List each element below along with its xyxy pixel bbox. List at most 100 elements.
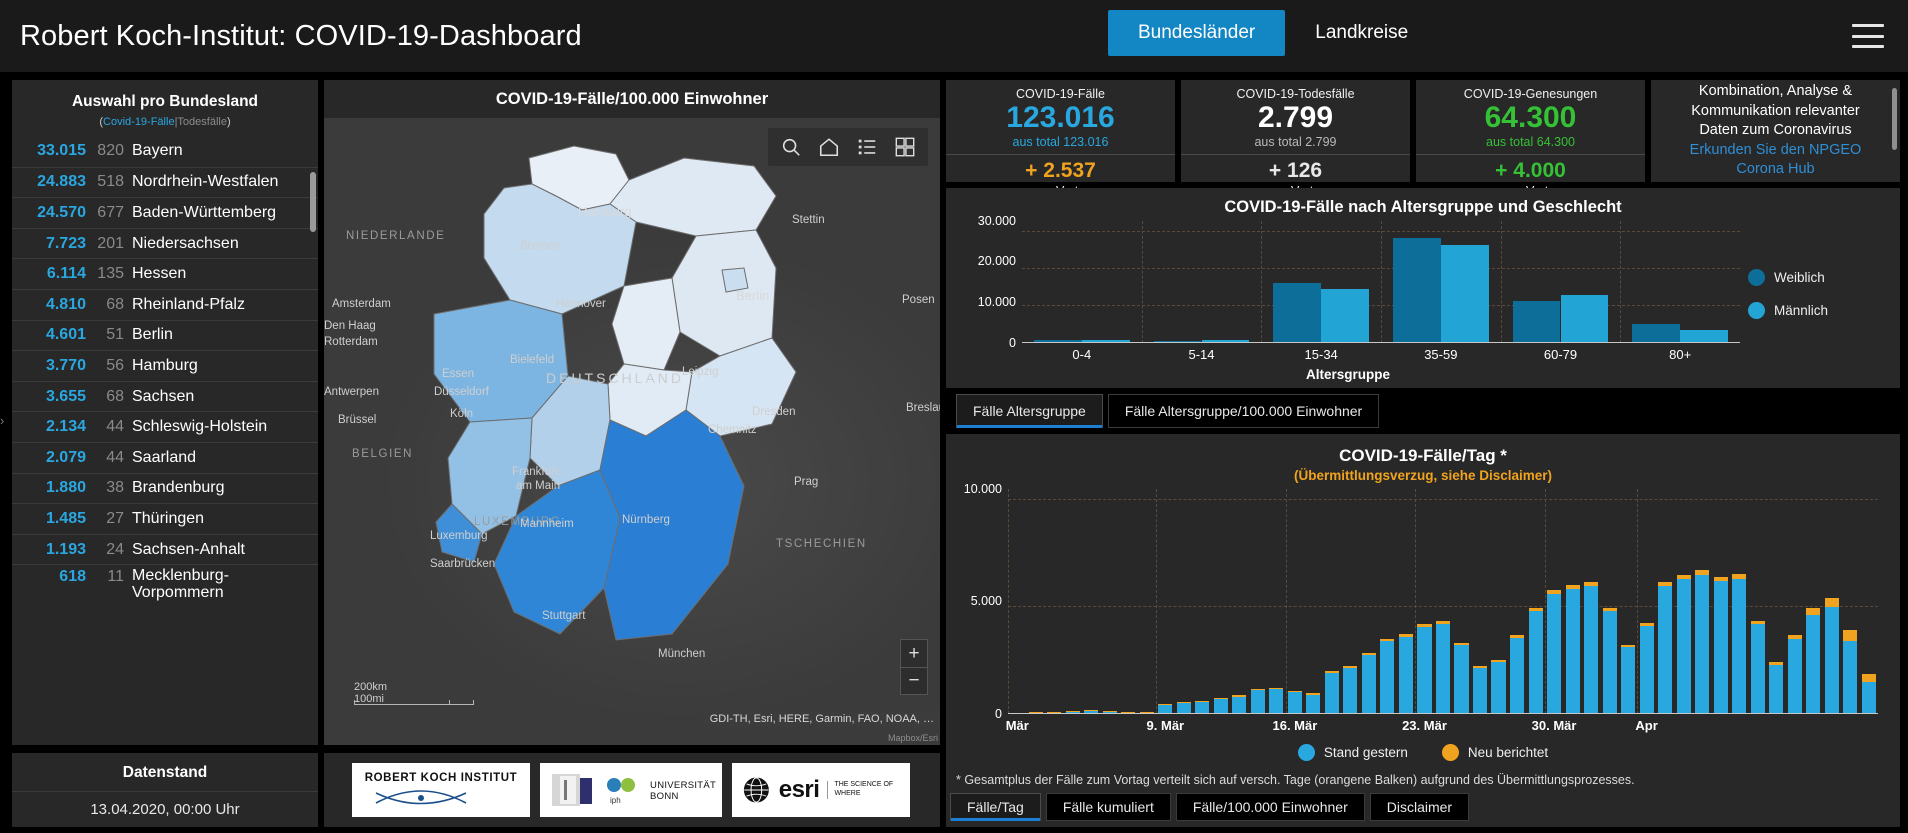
bar-neu-berichtet[interactable] <box>1361 652 1376 655</box>
legend-item-weiblich[interactable]: Weiblich <box>1748 269 1890 286</box>
bar-stand-gestern[interactable] <box>1435 623 1451 714</box>
kpi-card-cases[interactable]: COVID-19-Fälle 123.016 aus total 123.016… <box>946 80 1175 198</box>
tab-faelle-kumuliert[interactable]: Fälle kumuliert <box>1045 793 1171 821</box>
bar[interactable] <box>1081 340 1130 343</box>
bar-stand-gestern[interactable] <box>1343 667 1358 714</box>
info-card-npgeo[interactable]: Kombination, Analyse & Kommunikation rel… <box>1651 80 1900 182</box>
tab-faelle-altersgruppe[interactable]: Fälle Altersgruppe <box>956 394 1103 428</box>
kpi-card-recoveries[interactable]: COVID-19-Genesungen 64.300 aus total 64.… <box>1416 80 1645 198</box>
bar-stand-gestern[interactable] <box>1213 698 1228 714</box>
bar-stand-gestern[interactable] <box>1084 710 1099 714</box>
list-item[interactable]: 1.485 27 Thüringen <box>12 503 318 534</box>
bar-neu-berichtet[interactable] <box>1695 570 1710 575</box>
bar[interactable] <box>1153 340 1202 343</box>
bar-neu-berichtet[interactable] <box>1658 582 1673 587</box>
bar-stand-gestern[interactable] <box>1565 588 1580 714</box>
bar-neu-berichtet[interactable] <box>1824 597 1839 607</box>
list-item[interactable]: 7.723 201 Niedersachsen <box>12 227 318 259</box>
bar[interactable] <box>1632 323 1681 343</box>
bar-stand-gestern[interactable] <box>1713 581 1728 714</box>
bar-neu-berichtet[interactable] <box>1713 576 1728 582</box>
bar-stand-gestern[interactable] <box>1065 711 1080 714</box>
bar-neu-berichtet[interactable] <box>1472 665 1488 668</box>
bar-stand-gestern[interactable] <box>1861 681 1876 714</box>
bar-stand-gestern[interactable] <box>1658 586 1673 714</box>
tab-faelle-altersgruppe-100k[interactable]: Fälle Altersgruppe/100.000 Einwohner <box>1107 394 1380 428</box>
bar-neu-berichtet[interactable] <box>1621 644 1636 648</box>
bar-neu-berichtet[interactable] <box>1454 643 1469 646</box>
bar-neu-berichtet[interactable] <box>1158 704 1173 705</box>
bar[interactable] <box>1560 294 1609 343</box>
bar-neu-berichtet[interactable] <box>1676 574 1691 579</box>
bar-stand-gestern[interactable] <box>1454 645 1469 714</box>
bar-stand-gestern[interactable] <box>1824 606 1839 714</box>
bar-neu-berichtet[interactable] <box>1306 693 1321 695</box>
bar-stand-gestern[interactable] <box>1676 578 1691 714</box>
bar-neu-berichtet[interactable] <box>1750 620 1765 624</box>
subtitle-cases-link[interactable]: Covid-19-Fälle <box>103 116 175 128</box>
bar-neu-berichtet[interactable] <box>1565 584 1580 589</box>
bar-stand-gestern[interactable] <box>1472 667 1488 714</box>
bar-stand-gestern[interactable] <box>1806 615 1821 714</box>
tab-faelle-100k[interactable]: Fälle/100.000 Einwohner <box>1175 793 1365 821</box>
tab-disclaimer[interactable]: Disclaimer <box>1369 793 1470 821</box>
bar-stand-gestern[interactable] <box>1510 637 1525 714</box>
bar-stand-gestern[interactable] <box>1232 696 1247 714</box>
bar-stand-gestern[interactable] <box>1176 703 1191 714</box>
hamburger-menu-icon[interactable] <box>1852 24 1884 48</box>
tab-landkreise[interactable]: Landkreise <box>1315 22 1409 43</box>
map-canvas[interactable]: DEUTSCHLAND NIEDERLANDE BELGIEN LUXEMBUR… <box>324 118 940 745</box>
list-item[interactable]: 2.134 44 Schleswig-Holstein <box>12 411 318 442</box>
collapse-arrow-icon[interactable]: › <box>0 412 5 428</box>
bar[interactable] <box>1321 289 1370 343</box>
bar-neu-berichtet[interactable] <box>1232 695 1247 697</box>
npgeo-link-line-1[interactable]: Erkunden Sie den NPGEO <box>1689 141 1862 158</box>
bar-stand-gestern[interactable] <box>1195 701 1210 714</box>
bar-stand-gestern[interactable] <box>1491 662 1506 714</box>
list-item[interactable]: 33.015 820 Bayern <box>12 136 318 167</box>
list-item[interactable]: 6.114 135 Hessen <box>12 258 318 289</box>
legend-item-stand-gestern[interactable]: Stand gestern <box>1297 743 1408 761</box>
bar-neu-berichtet[interactable] <box>1602 607 1617 612</box>
subtitle-deaths-link[interactable]: Todesfälle <box>177 116 227 128</box>
zoom-in-button[interactable]: + <box>908 642 920 664</box>
bar-stand-gestern[interactable] <box>1584 586 1599 714</box>
bar-neu-berichtet[interactable] <box>1528 607 1543 612</box>
bar[interactable] <box>1201 339 1250 343</box>
bar-stand-gestern[interactable] <box>1843 641 1858 714</box>
bar-neu-berichtet[interactable] <box>1584 582 1599 587</box>
bar[interactable] <box>1392 238 1441 343</box>
bar-neu-berichtet[interactable] <box>1547 590 1562 594</box>
bar-neu-berichtet[interactable] <box>1787 634 1802 639</box>
legend-item-neu-berichtet[interactable]: Neu berichtet <box>1441 743 1548 761</box>
bundesland-list[interactable]: 33.015 820 Bayern 24.883 518 Nordrhein-W… <box>12 136 318 745</box>
bar-neu-berichtet[interactable] <box>1435 620 1451 624</box>
bar-neu-berichtet[interactable] <box>1806 608 1821 616</box>
list-item[interactable]: 2.079 44 Saarland <box>12 441 318 473</box>
map-panel[interactable]: COVID-19-Fälle/100.000 Einwohner <box>324 80 940 745</box>
bar-stand-gestern[interactable] <box>1787 638 1802 714</box>
bar-stand-gestern[interactable] <box>1102 711 1117 714</box>
tab-bundeslaender[interactable]: Bundesländer <box>1108 10 1286 56</box>
list-item[interactable]: 24.883 518 Nordrhein-Westfalen <box>12 166 318 198</box>
bar-stand-gestern[interactable] <box>1287 692 1302 714</box>
list-item[interactable]: 3.655 68 Sachsen <box>12 380 318 412</box>
bar-stand-gestern[interactable] <box>1769 664 1784 714</box>
bar-neu-berichtet[interactable] <box>1195 700 1210 702</box>
list-item[interactable]: 24.570 677 Baden-Württemberg <box>12 197 318 228</box>
bar-stand-gestern[interactable] <box>1380 641 1395 714</box>
list-item[interactable]: 1.193 24 Sachsen-Anhalt <box>12 533 318 565</box>
bar-stand-gestern[interactable] <box>1528 611 1543 714</box>
kpi-card-deaths[interactable]: COVID-19-Todesfälle 2.799 aus total 2.79… <box>1181 80 1410 198</box>
bar-stand-gestern[interactable] <box>1602 611 1617 714</box>
bar-neu-berichtet[interactable] <box>1732 574 1747 579</box>
bar-neu-berichtet[interactable] <box>1417 624 1432 628</box>
bar-stand-gestern[interactable] <box>1398 636 1413 714</box>
search-icon[interactable] <box>780 136 802 158</box>
list-item[interactable]: 1.880 38 Brandenburg <box>12 472 318 504</box>
bar-neu-berichtet[interactable] <box>1510 635 1525 638</box>
bar-stand-gestern[interactable] <box>1324 673 1339 714</box>
list-item[interactable]: 4.601 51 Berlin <box>12 319 318 351</box>
bar-stand-gestern[interactable] <box>1306 694 1321 714</box>
bar-stand-gestern[interactable] <box>1361 654 1376 714</box>
